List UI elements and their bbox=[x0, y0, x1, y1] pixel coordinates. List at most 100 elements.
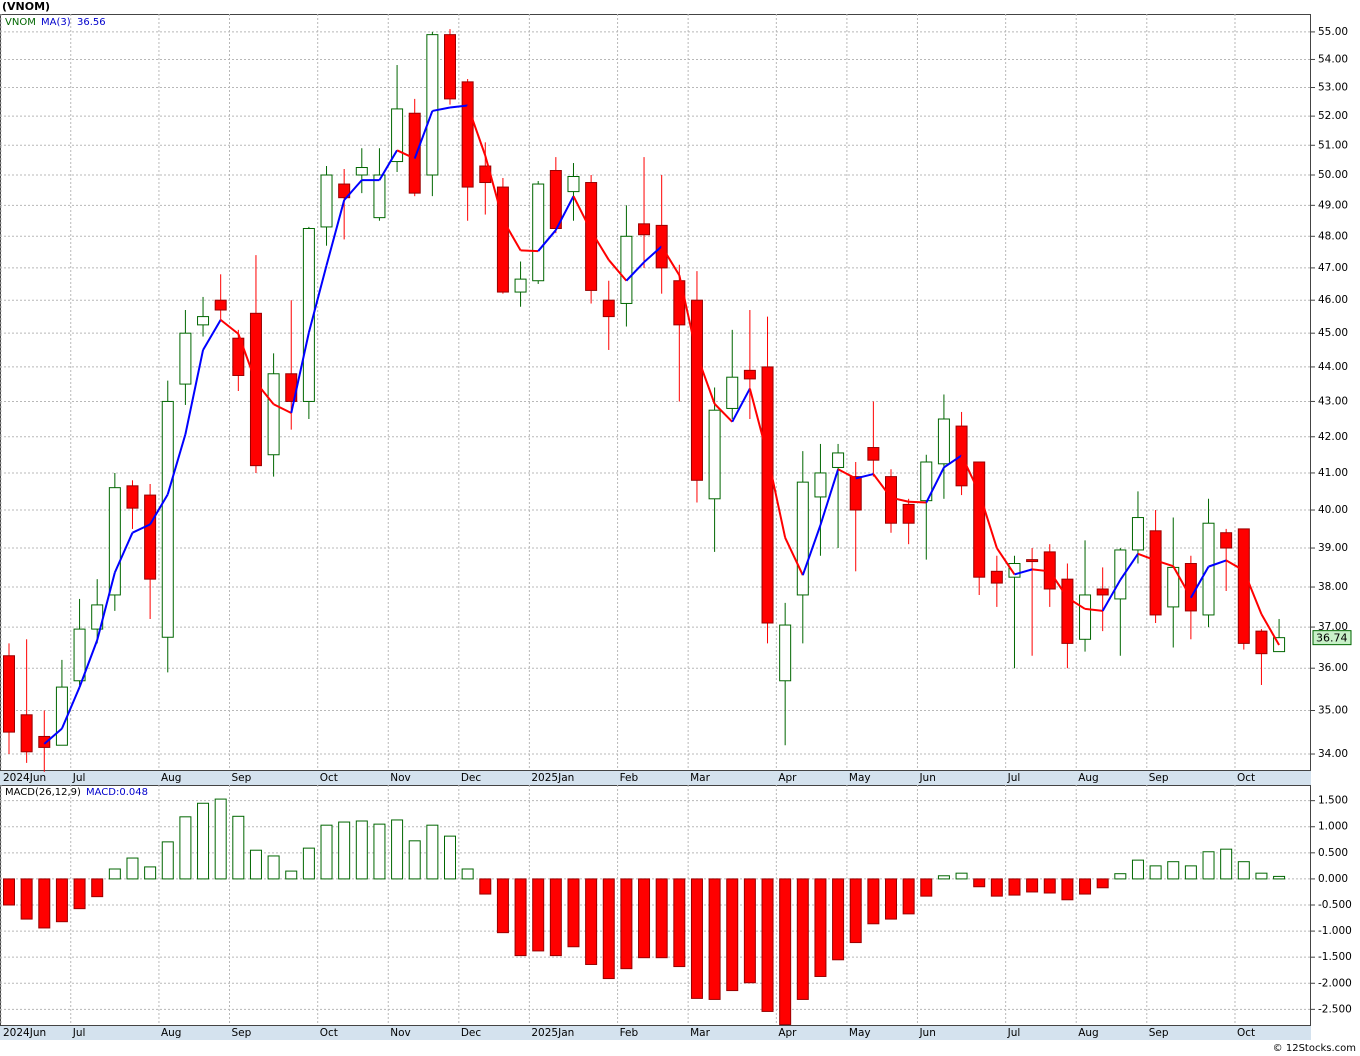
ma-segment bbox=[872, 473, 892, 499]
ma-segment bbox=[784, 537, 804, 576]
candle-body bbox=[937, 418, 950, 465]
candle-body bbox=[567, 176, 580, 193]
candle-body bbox=[496, 186, 509, 293]
ma-segment bbox=[855, 473, 874, 480]
ma-segment bbox=[590, 230, 610, 261]
macd-bar bbox=[1220, 848, 1233, 880]
ma-segment bbox=[801, 524, 822, 576]
macd-bar bbox=[338, 821, 351, 880]
candle-body bbox=[444, 34, 456, 100]
candle-body bbox=[249, 312, 262, 467]
candle-body bbox=[391, 108, 404, 163]
candle-body bbox=[779, 624, 792, 682]
ma-segment bbox=[1137, 552, 1156, 562]
legend-ma: MA(3) bbox=[41, 17, 71, 28]
macd-bar bbox=[796, 878, 809, 1000]
ma-segment bbox=[307, 265, 328, 333]
macd-bar bbox=[532, 878, 545, 952]
macd-bar bbox=[426, 824, 439, 880]
x-tick-label: Sep bbox=[232, 1027, 252, 1039]
ma-segment bbox=[290, 332, 310, 414]
y-tick-label: 0.500 bbox=[1318, 847, 1348, 859]
y-tick-label: 39.00 bbox=[1318, 542, 1348, 554]
ma-segment bbox=[343, 179, 363, 201]
price-panel bbox=[0, 14, 1311, 771]
macd-bar bbox=[197, 802, 210, 880]
x-tick-label: Oct bbox=[320, 1027, 338, 1039]
ma-segment bbox=[484, 155, 504, 221]
ma-segment bbox=[643, 245, 663, 263]
ma-segment bbox=[96, 572, 116, 641]
ma-segment bbox=[273, 403, 292, 414]
y-tick-label: 40.00 bbox=[1318, 504, 1348, 516]
macd-bar bbox=[885, 878, 897, 920]
macd-bar bbox=[973, 878, 986, 888]
y-tick-label: 46.00 bbox=[1318, 294, 1348, 306]
y-tick-label: 55.00 bbox=[1318, 26, 1348, 38]
x-tick-label: Apr bbox=[778, 772, 797, 784]
macd-bar bbox=[832, 878, 845, 961]
candle-body bbox=[338, 183, 351, 199]
ma-segment bbox=[1225, 559, 1245, 572]
macd-bar bbox=[179, 816, 192, 880]
y-tick-label: 44.00 bbox=[1318, 361, 1348, 373]
ma-segment bbox=[520, 249, 539, 253]
y-tick-label: 45.00 bbox=[1318, 327, 1348, 339]
macd-bar bbox=[496, 878, 509, 934]
macd-bar bbox=[814, 878, 827, 977]
ma-segment bbox=[449, 104, 468, 109]
y-tick-label: 36.00 bbox=[1318, 662, 1348, 674]
macd-bar bbox=[779, 878, 792, 1025]
candle-body bbox=[549, 170, 562, 229]
candle-body bbox=[126, 485, 139, 509]
candle-body bbox=[585, 182, 598, 291]
y-tick-label: 35.00 bbox=[1318, 704, 1348, 716]
x-tick-label: Sep bbox=[1149, 1027, 1169, 1039]
ma-segment bbox=[1242, 570, 1263, 615]
x-tick-label: Aug bbox=[161, 772, 182, 784]
x-tick-label: Jul bbox=[1007, 1027, 1021, 1039]
x-tick-label: Aug bbox=[161, 1027, 182, 1039]
x-tick-label: Oct bbox=[1237, 1027, 1255, 1039]
macd-bar bbox=[1114, 873, 1127, 880]
y-tick-label: -1.500 bbox=[1318, 951, 1352, 963]
y-tick-label: 48.00 bbox=[1318, 230, 1348, 242]
ma-segment bbox=[1048, 570, 1069, 599]
macd-bar bbox=[373, 823, 386, 880]
ma-segment bbox=[554, 195, 575, 231]
macd-bar bbox=[1202, 851, 1215, 880]
macd-bar bbox=[955, 872, 968, 880]
footer: © 12Stocks.com bbox=[1273, 1043, 1356, 1054]
candle-body bbox=[885, 476, 897, 524]
ma-segment bbox=[837, 468, 857, 480]
macd-bar bbox=[444, 835, 456, 880]
y-tick-label: 51.00 bbox=[1318, 139, 1348, 151]
chart-title: (VNOM) bbox=[2, 0, 50, 13]
macd-bar bbox=[920, 878, 933, 897]
ma-segment bbox=[678, 275, 698, 356]
candle-body bbox=[1061, 578, 1074, 644]
last-price-box bbox=[1312, 630, 1352, 646]
ma-segment bbox=[149, 493, 169, 525]
y-tick-label: 1.000 bbox=[1318, 821, 1348, 833]
macd-bar bbox=[1061, 878, 1074, 901]
macd-bar bbox=[708, 878, 721, 1000]
candle-body bbox=[355, 167, 368, 176]
ma-segment bbox=[60, 686, 81, 730]
candle-body bbox=[743, 369, 756, 380]
candle-body bbox=[602, 299, 615, 318]
y-tick-label: 54.00 bbox=[1318, 53, 1348, 65]
x-tick-label: Sep bbox=[1149, 772, 1169, 784]
x-tick-label: 2025Jan bbox=[531, 772, 574, 784]
ma-segment bbox=[396, 149, 416, 160]
macd-bar bbox=[232, 815, 245, 880]
macd-bar bbox=[391, 819, 404, 880]
candle-body bbox=[726, 376, 739, 409]
candle-body bbox=[214, 299, 227, 311]
x-tick-label: Jul bbox=[72, 772, 86, 784]
macd-bar bbox=[1008, 878, 1021, 896]
ma-segment bbox=[1066, 596, 1086, 610]
x-tick-label: Oct bbox=[320, 772, 338, 784]
candle-body bbox=[179, 332, 192, 385]
